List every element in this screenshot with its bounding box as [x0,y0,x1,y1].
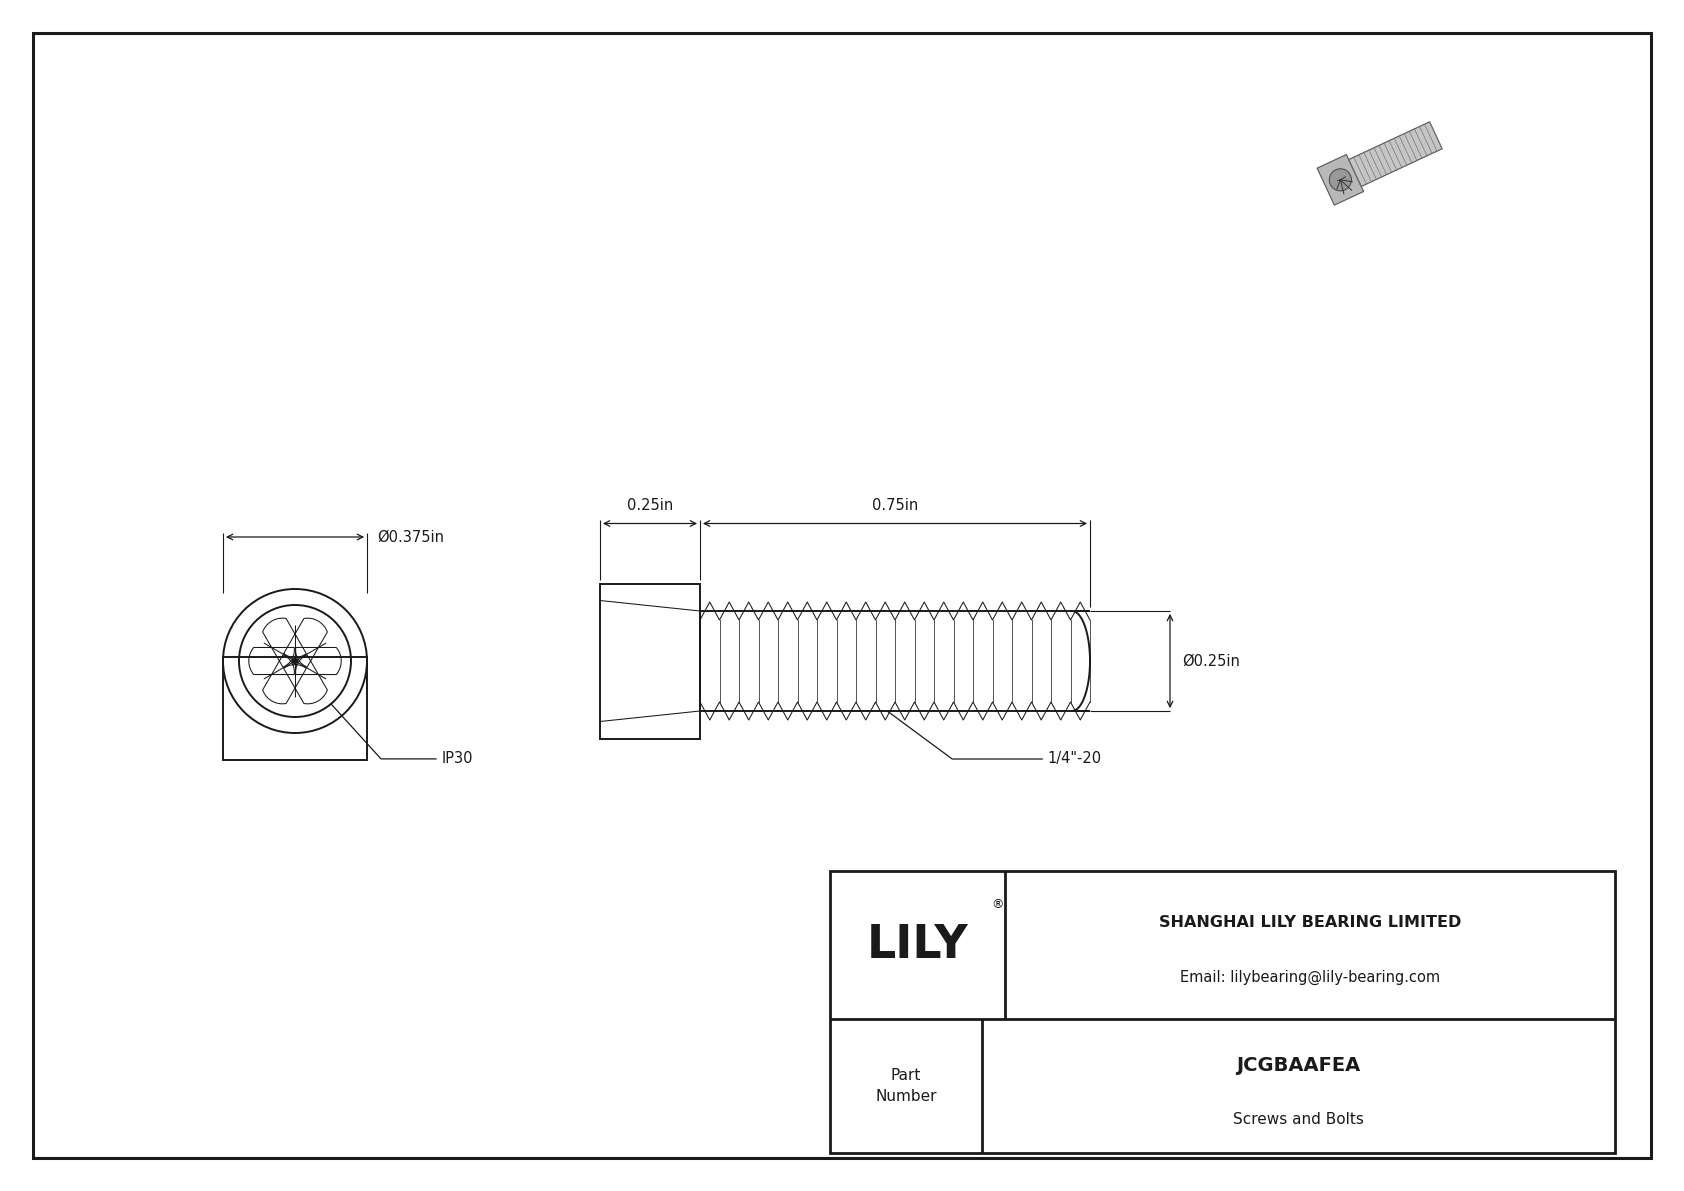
Text: LILY: LILY [867,923,968,967]
Text: Ø0.375in: Ø0.375in [377,530,445,544]
Circle shape [1329,169,1352,191]
Text: JCGBAAFEA: JCGBAAFEA [1236,1056,1361,1075]
Bar [600,584,701,738]
Polygon shape [1317,155,1364,205]
Circle shape [293,659,298,663]
Text: IP30: IP30 [441,752,473,766]
Text: 0.25in: 0.25in [626,499,674,513]
Text: ®: ® [992,898,1004,911]
Text: SHANGHAI LILY BEARING LIMITED: SHANGHAI LILY BEARING LIMITED [1159,916,1462,930]
Polygon shape [1349,121,1442,187]
Text: 1/4"-20: 1/4"-20 [1047,752,1101,767]
Bar [222,657,367,760]
Text: Screws and Bolts: Screws and Bolts [1233,1112,1364,1127]
Bar [830,871,1615,1153]
Text: Email: lilybearing@lily-bearing.com: Email: lilybearing@lily-bearing.com [1180,969,1440,985]
Text: Part
Number: Part Number [876,1068,936,1104]
Text: 0.75in: 0.75in [872,499,918,513]
Text: Ø0.25in: Ø0.25in [1182,654,1239,668]
